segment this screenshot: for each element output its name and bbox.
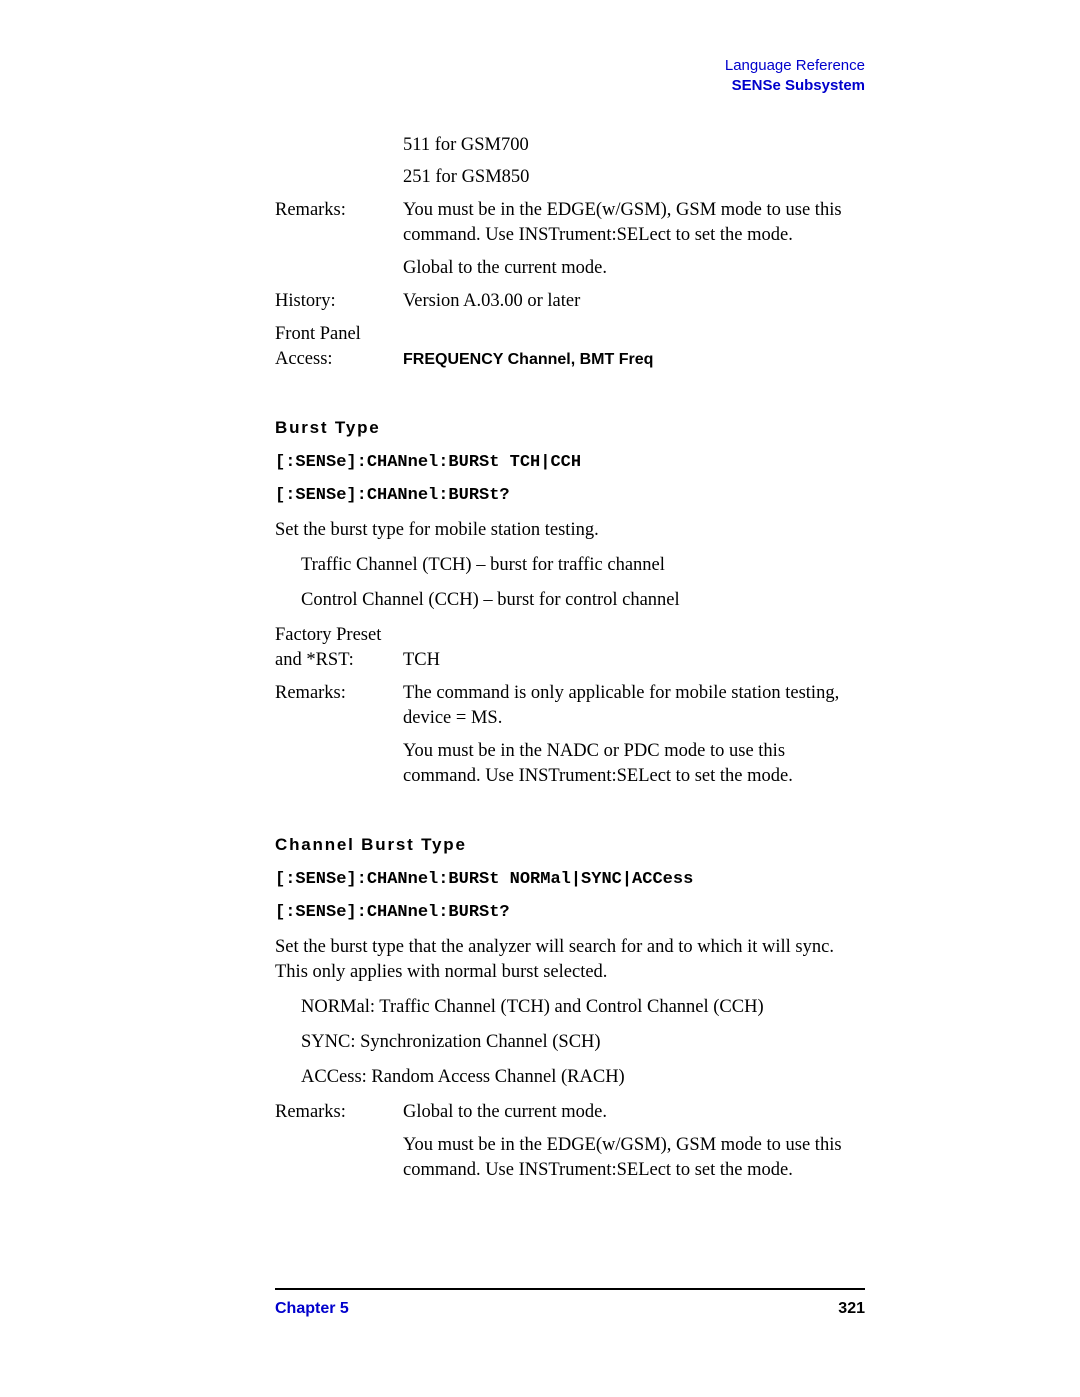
preset-label: Factory Preset and *RST: — [275, 623, 403, 673]
page-content: Language Reference SENSe Subsystem 511 f… — [275, 56, 865, 1190]
page-footer: Chapter 5 321 — [275, 1300, 865, 1318]
channel-burst-option-access: ACCess: Random Access Channel (RACH) — [301, 1065, 865, 1090]
remarks-label-3: Remarks: — [275, 1100, 403, 1125]
frontpanel-value: FREQUENCY Channel, BMT Freq — [403, 351, 653, 368]
remarks-text-1: You must be in the EDGE(w/GSM), GSM mode… — [403, 198, 865, 248]
history-label: History: — [275, 289, 403, 314]
burst-type-option-tch: Traffic Channel (TCH) – burst for traffi… — [301, 553, 865, 578]
burst-type-syntax-set: [:SENSe]:CHANnel:BURSt TCH|CCH — [275, 452, 865, 475]
channel-burst-description: Set the burst type that the analyzer wil… — [275, 935, 865, 985]
footer-chapter: Chapter 5 — [275, 1300, 349, 1318]
frontpanel-label: Front Panel Access: — [275, 322, 403, 372]
burst-type-heading: Burst Type — [275, 418, 865, 438]
remarks-row: Remarks: You must be in the EDGE(w/GSM),… — [275, 198, 865, 248]
remarks-label-2: Remarks: — [275, 681, 403, 706]
channel-burst-syntax-set: [:SENSe]:CHANnel:BURSt NORMal|SYNC|ACCes… — [275, 869, 865, 892]
remarks-label: Remarks: — [275, 198, 403, 223]
footer-rule — [275, 1288, 865, 1290]
remarks3-text-1: Global to the current mode. — [403, 1100, 865, 1125]
frontpanel-value-wrap: FREQUENCY Channel, BMT Freq — [403, 347, 865, 372]
remarks3-text-2: You must be in the EDGE(w/GSM), GSM mode… — [403, 1133, 865, 1183]
history-row: History: Version A.03.00 or later — [275, 289, 865, 314]
header-section: SENSe Subsystem — [275, 76, 865, 96]
burst-type-option-cch: Control Channel (CCH) – burst for contro… — [301, 588, 865, 613]
page-header: Language Reference SENSe Subsystem — [275, 56, 865, 97]
preset-value: TCH — [403, 648, 865, 673]
burst-type-syntax-query: [:SENSe]:CHANnel:BURSt? — [275, 485, 865, 508]
preset-value-gsm850: 251 for GSM850 — [403, 165, 865, 190]
remarks2-text-1: The command is only applicable for mobil… — [403, 681, 865, 731]
header-chapter: Language Reference — [275, 56, 865, 76]
channel-burst-option-normal: NORMal: Traffic Channel (TCH) and Contro… — [301, 995, 865, 1020]
preset-value-gsm700: 511 for GSM700 — [403, 133, 865, 158]
preset-label-line2: and *RST: — [275, 650, 354, 670]
frontpanel-label-line1: Front Panel — [275, 324, 361, 344]
footer-page-number: 321 — [838, 1300, 865, 1318]
preset-row: Factory Preset and *RST: TCH — [275, 623, 865, 673]
remarks-row-2: Remarks: The command is only applicable … — [275, 681, 865, 731]
remarks2-text-2: You must be in the NADC or PDC mode to u… — [403, 739, 865, 789]
history-value: Version A.03.00 or later — [403, 289, 865, 314]
preset-label-line1: Factory Preset — [275, 625, 381, 645]
remarks-text-2: Global to the current mode. — [403, 256, 865, 281]
channel-burst-option-sync: SYNC: Synchronization Channel (SCH) — [301, 1030, 865, 1055]
burst-type-description: Set the burst type for mobile station te… — [275, 518, 865, 543]
channel-burst-type-heading: Channel Burst Type — [275, 835, 865, 855]
frontpanel-label-line2: Access: — [275, 349, 333, 369]
channel-burst-syntax-query: [:SENSe]:CHANnel:BURSt? — [275, 902, 865, 925]
remarks-row-3: Remarks: Global to the current mode. — [275, 1100, 865, 1125]
frontpanel-row: Front Panel Access: FREQUENCY Channel, B… — [275, 322, 865, 372]
